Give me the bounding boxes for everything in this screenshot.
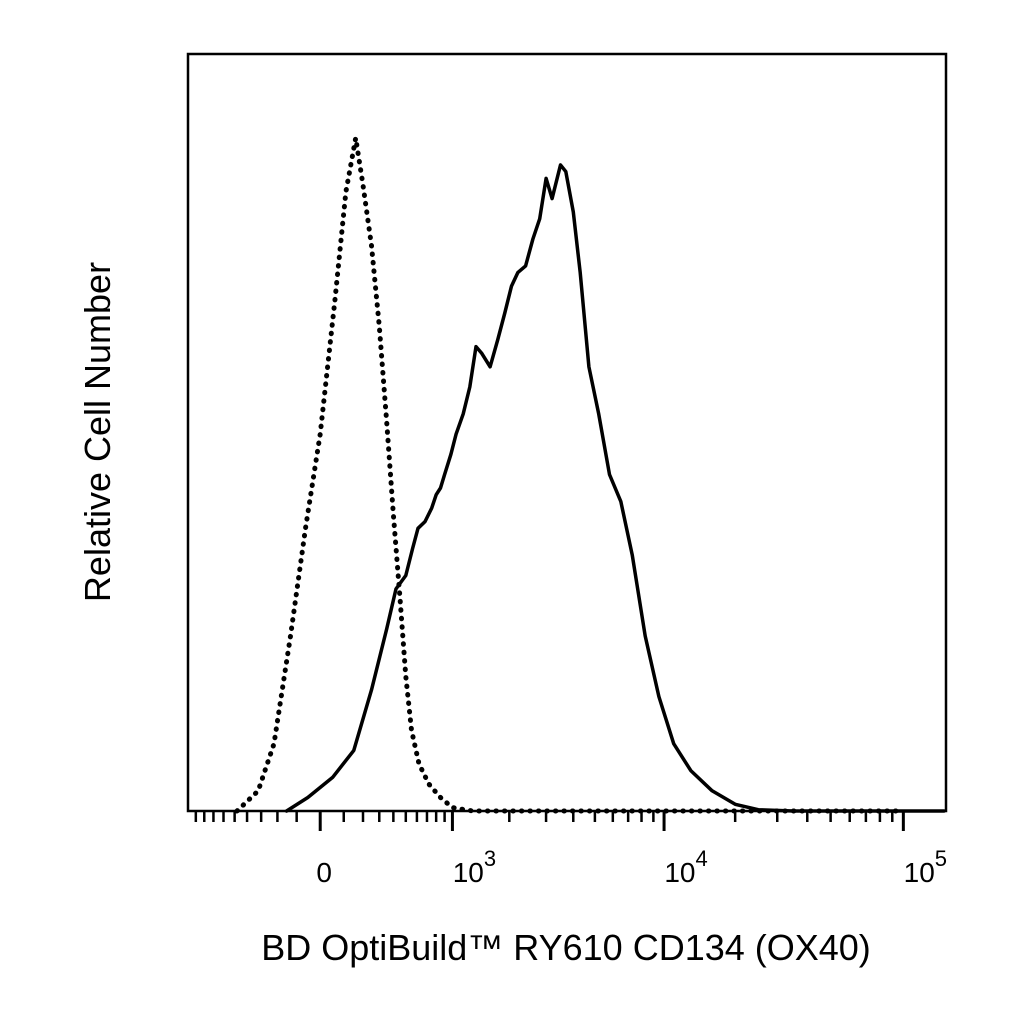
series-line-dotted [234, 135, 906, 814]
y-axis-label: Relative Cell Number [77, 262, 118, 602]
major-ticks [318, 811, 905, 831]
series-layer [234, 135, 946, 814]
x-tick-label: 0 [316, 857, 332, 888]
x-tick-label: 105 [904, 846, 947, 888]
x-tick-label: 104 [664, 846, 707, 888]
x-tick-labels: 0 103 104 105 [316, 846, 947, 888]
plot-frame [186, 52, 948, 813]
x-axis-label: BD OptiBuild™ RY610 CD134 (OX40) [261, 927, 871, 968]
series-line-solid [284, 163, 946, 813]
x-tick-label: 103 [453, 846, 496, 888]
minor-ticks [194, 811, 894, 822]
